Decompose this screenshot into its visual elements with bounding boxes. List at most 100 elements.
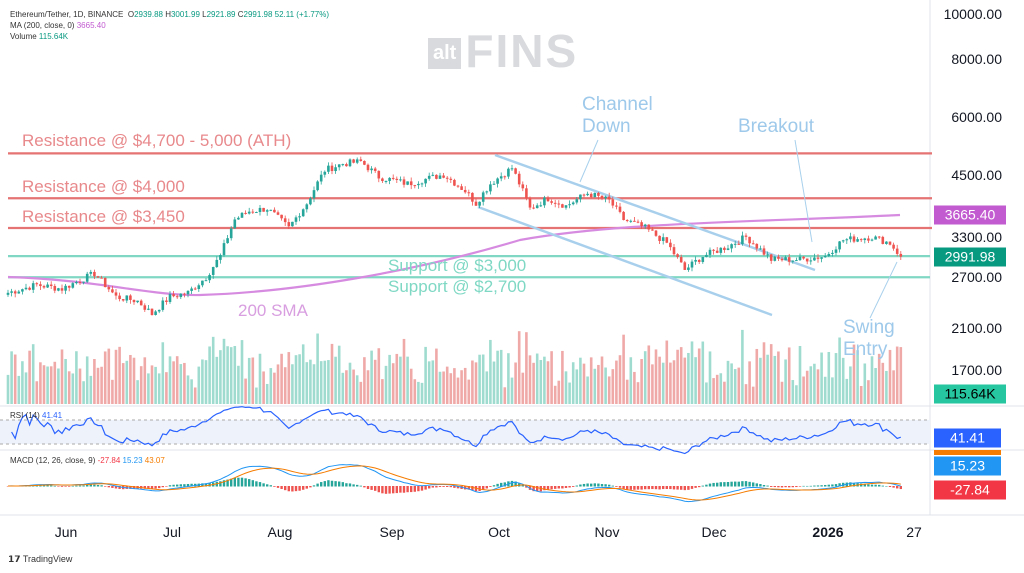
volume-bar	[615, 360, 618, 404]
volume-bar	[64, 358, 67, 404]
macd-hist-bar	[316, 483, 319, 487]
volume-bar	[672, 360, 676, 404]
volume-bar	[845, 378, 849, 404]
support-3000-label: Support @ $3,000	[388, 256, 527, 275]
candle-body	[690, 261, 694, 268]
volume-bar	[780, 381, 784, 404]
volume-bar	[481, 354, 485, 404]
candle-body	[654, 230, 658, 236]
candle-body	[712, 249, 715, 251]
change-value: 52.11 (+1.77%)	[274, 10, 329, 19]
candle-body	[445, 177, 449, 179]
volume-bar	[233, 345, 237, 404]
candle-body	[67, 285, 71, 288]
tradingview-footer[interactable]: 𝟭𝟳 TradingView	[8, 554, 72, 565]
macd-hist-bar	[111, 486, 114, 488]
volume-bar	[809, 366, 813, 404]
macd-hist-bar	[737, 481, 740, 487]
candle-body	[701, 257, 705, 262]
candle-body	[10, 291, 13, 293]
candle-body	[276, 212, 280, 215]
volume-bar	[557, 380, 561, 404]
candle-body	[841, 240, 845, 242]
macd-hist-bar	[366, 486, 370, 490]
candle-body	[355, 159, 359, 163]
volume-bar	[352, 369, 355, 404]
volume-bar	[125, 360, 129, 404]
volume-bar	[39, 362, 42, 404]
macd-legend[interactable]: MACD (12, 26, close, 9) -27.84 15.23 43.…	[10, 456, 165, 465]
candle-body	[93, 271, 96, 277]
macd-hist-bar	[302, 486, 305, 490]
volume-bar	[636, 382, 640, 404]
volume-bar	[863, 363, 867, 404]
volume-legend[interactable]: Volume 115.64K	[10, 32, 68, 41]
volume-bar	[305, 362, 309, 404]
candle-body	[6, 292, 10, 295]
candle-body	[229, 228, 233, 239]
volume-bar	[813, 363, 816, 404]
macd-hist-bar	[820, 485, 823, 487]
macd-hist-bar	[204, 483, 208, 487]
volume-bar	[733, 369, 737, 404]
volume-bar	[766, 354, 769, 404]
volume-bar	[823, 376, 827, 404]
macd-hist-bar	[701, 485, 704, 487]
candle-body	[535, 205, 539, 209]
volume-bar	[161, 342, 165, 404]
macd-hist-bar	[201, 483, 204, 487]
rsi-legend[interactable]: RSI (14) 41.41	[10, 411, 62, 420]
macd-hist-bar	[611, 485, 614, 487]
candle-body	[283, 218, 287, 223]
macd-hist-bar	[104, 486, 107, 487]
macd-hist-bar	[896, 486, 899, 489]
candle-body	[431, 174, 435, 176]
candle-body	[582, 194, 586, 196]
candle-body	[759, 248, 762, 250]
volume-bar	[719, 373, 723, 404]
candle-body	[514, 168, 517, 174]
macd-hist-bar	[554, 486, 557, 489]
volume-bar	[222, 338, 226, 404]
candle-body	[456, 185, 460, 187]
macd-hist-bar	[892, 486, 895, 488]
volume-bar	[186, 375, 190, 404]
volume-bar	[114, 349, 118, 404]
candle-body	[237, 217, 240, 220]
candle-body	[255, 212, 258, 214]
macd-hist-bar	[885, 485, 888, 487]
macd-hist-bar	[89, 484, 92, 487]
macd-hist-bar	[651, 486, 654, 490]
candle-body	[546, 197, 550, 202]
candle-body	[471, 192, 474, 202]
macd-hist-bar	[798, 486, 802, 487]
volume-bar	[85, 356, 89, 404]
macd-hist-bar	[492, 485, 496, 487]
channel-lower-line	[477, 205, 773, 317]
volume-bar	[676, 349, 679, 404]
candle-body	[802, 256, 805, 259]
volume-bar	[852, 344, 856, 404]
macd-hist-bar	[107, 486, 110, 488]
candle-body	[265, 210, 269, 212]
candle-body	[442, 175, 445, 178]
candle-body	[183, 293, 186, 295]
macd-hist-bar	[96, 484, 100, 487]
candle-body	[186, 290, 190, 295]
candle-body	[85, 273, 89, 282]
last-price-tag: 2991.98	[934, 247, 1006, 267]
macd-hist-bar	[186, 483, 190, 487]
volume-bar	[154, 366, 157, 404]
macd-hist-bar	[665, 486, 668, 490]
high-value: 3001.99	[170, 10, 200, 19]
candle-body	[287, 222, 291, 227]
volume-bar	[748, 361, 751, 404]
candle-body	[665, 237, 669, 243]
ma-legend[interactable]: MA (200, close, 0) 3665.40	[10, 21, 106, 30]
candle-body	[406, 181, 409, 185]
volume-bar	[827, 352, 831, 404]
candle-body	[564, 205, 568, 208]
candle-body	[503, 176, 507, 178]
volume-bar	[442, 371, 445, 404]
